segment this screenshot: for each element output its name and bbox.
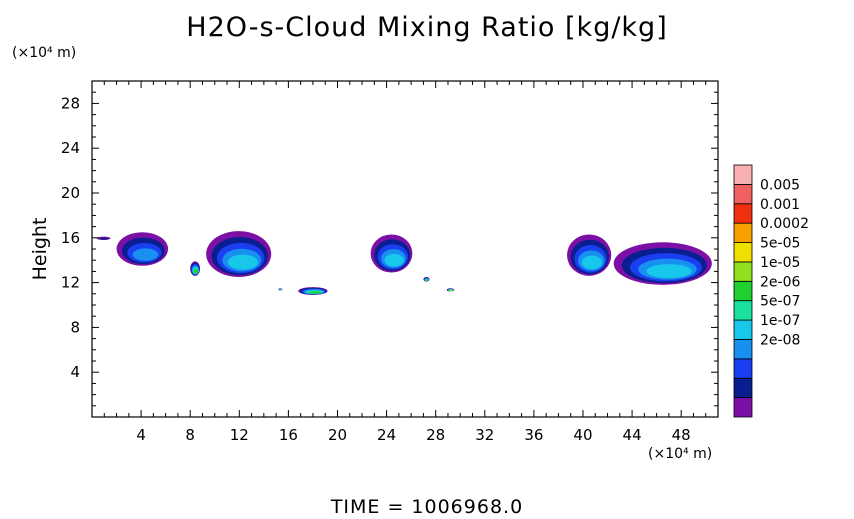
cloud-contour xyxy=(227,254,258,270)
colorbar-label: 5e-07 xyxy=(760,294,800,310)
time-stamp: TIME = 1006968.0 xyxy=(330,496,524,518)
cloud-patch xyxy=(116,232,169,266)
y-tick-label: 20 xyxy=(61,184,80,202)
cloud-patch xyxy=(190,261,201,276)
colorbar: 0.005 0.001 0.0002 5e-05 1e-05 2e-06 5e-07 1e-0… xyxy=(733,164,809,418)
x-tick-label: 20 xyxy=(328,426,347,444)
colorbar-swatch xyxy=(733,183,753,205)
colorbar-label: 0.005 xyxy=(760,177,800,193)
y-axis-label: Height xyxy=(29,218,51,281)
colorbar-label: 5e-05 xyxy=(760,236,800,252)
cloud-contour xyxy=(279,288,282,291)
chart-title: H2O-s-Cloud Mixing Ratio [kg/kg] xyxy=(186,12,668,43)
cloud-patch xyxy=(567,234,612,276)
x-tick-label: 8 xyxy=(185,426,195,444)
colorbar-swatch xyxy=(733,339,753,360)
colorbar-swatch xyxy=(733,164,753,185)
cloud-patch xyxy=(446,288,455,292)
cloud-patch xyxy=(206,231,272,277)
cloud-contour xyxy=(308,291,322,294)
colorbar-swatch xyxy=(733,242,753,263)
cloud-contour xyxy=(646,264,692,279)
colorbar-swatch xyxy=(733,300,753,321)
cloud-field xyxy=(96,231,712,295)
colorbar-label: 0.001 xyxy=(760,197,800,213)
colorbar-swatch xyxy=(733,397,753,418)
y-axis-unit: (×10⁴ m) xyxy=(12,45,77,61)
cloud-patch xyxy=(423,277,430,282)
cloud-contour xyxy=(193,269,198,274)
colorbar-label: 2e-06 xyxy=(760,274,800,290)
y-tick-label: 8 xyxy=(70,318,80,336)
y-tick-label: 16 xyxy=(61,229,80,247)
x-tick-label: 36 xyxy=(524,426,543,444)
x-tick-label: 32 xyxy=(475,426,494,444)
x-tick-label: 40 xyxy=(573,426,592,444)
cloud-patch xyxy=(298,287,328,295)
cloud-patch xyxy=(278,288,283,291)
x-tick-label: 44 xyxy=(623,426,642,444)
colorbar-swatch xyxy=(733,222,753,243)
y-tick-label: 24 xyxy=(61,139,80,157)
cloud-patch xyxy=(96,236,111,241)
colorbar-swatch xyxy=(733,319,753,340)
cloud-contour xyxy=(132,248,159,261)
x-tick-label: 12 xyxy=(230,426,249,444)
cloud-contour xyxy=(425,279,429,282)
cloud-contour xyxy=(449,289,453,292)
colorbar-swatch xyxy=(733,203,753,224)
colorbar-swatch xyxy=(733,358,753,379)
colorbar-swatch xyxy=(733,280,753,302)
x-axis-unit: (×10⁴ m) xyxy=(648,446,713,462)
colorbar-swatch xyxy=(733,261,753,282)
x-tick-label: 24 xyxy=(377,426,396,444)
colorbar-label: 2e-08 xyxy=(760,332,800,348)
cloud-contour xyxy=(581,255,603,270)
x-tick-label: 48 xyxy=(672,426,691,444)
colorbar-label: 0.0002 xyxy=(760,216,809,232)
y-tick-label: 4 xyxy=(70,363,80,381)
colorbar-label: 1e-05 xyxy=(760,255,800,271)
colorbar-swatch xyxy=(733,377,753,399)
cloud-contour xyxy=(384,253,404,267)
x-tick-label: 16 xyxy=(279,426,298,444)
cloud-patch xyxy=(370,234,413,273)
y-tick-label: 12 xyxy=(61,274,80,292)
cloud-contour xyxy=(99,237,109,240)
x-tick-label: 4 xyxy=(136,426,146,444)
colorbar-label: 1e-07 xyxy=(760,313,800,329)
cloud-patch xyxy=(613,242,712,285)
x-tick-label: 28 xyxy=(426,426,445,444)
y-tick-label: 28 xyxy=(61,94,80,112)
